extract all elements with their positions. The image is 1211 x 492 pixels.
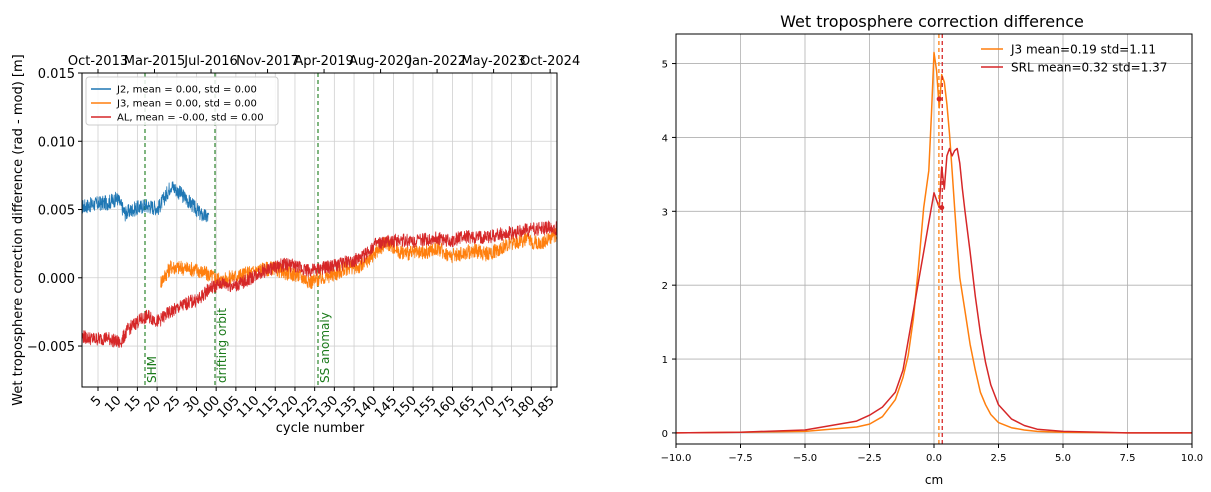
left-top-tick-label: Jan-2022 [407,54,466,69]
right-legend-label: J3 mean=0.19 std=1.11 [1010,43,1156,57]
right-y-tick-label: 0 [662,429,668,440]
left-y-tick-label: −0.005 [27,340,75,355]
left-x-tick-label: 185 [530,393,558,421]
left-series-line [81,181,210,223]
left-top-tick-label: Apr-2019 [294,54,353,69]
left-top-tick-label: Mar-2015 [124,54,185,69]
right-x-tick-label: 7.5 [1120,453,1136,464]
right-x-tick-label: 0.0 [926,453,942,464]
right-y-tick-label: 3 [662,207,668,218]
right-x-tick-label: −10.0 [661,453,692,464]
right-x-tick-label: −5.0 [793,453,817,464]
right-y-tick-label: 1 [662,355,668,366]
right-x-tick-label: −7.5 [728,453,752,464]
left-top-tick-label: Jul-2016 [183,54,237,69]
right-series-lines [675,51,1192,434]
left-y-tick-label: 0.010 [38,135,75,150]
left-x-axis-label: cycle number [276,421,365,436]
right-y-tick-label: 5 [662,60,668,71]
left-y-tick-label: 0.000 [38,272,75,287]
left-chart: SHM drifting orbit SS anomaly 0.015 0.010 0.… [11,54,580,436]
event-label: drifting orbit [215,308,229,383]
left-top-tick-label: Oct-2024 [520,54,580,69]
right-x-tick-label: 10.0 [1181,453,1203,464]
left-top-tick-label: Aug-2020 [349,54,412,69]
left-legend-box [85,76,279,126]
right-ticks: −10.0 −7.5 −5.0 −2.5 0.0 2.5 5.0 7.5 10.0 0 1 2 3 4 5 [661,60,1203,464]
left-top-tick-label: May-2023 [461,54,525,69]
event-label: SS anomaly [318,312,332,383]
right-x-tick-label: 2.5 [991,453,1007,464]
right-chart: Wet troposphere correction difference −1… [661,12,1203,487]
left-legend-label: J3, mean = 0.00, std = 0.00 [116,99,257,110]
right-series-line [675,51,1192,434]
right-legend: J3 mean=0.19 std=1.11 SRL mean=0.32 std=1… [981,43,1167,75]
left-top-tick-label: Oct-2013 [68,54,128,69]
mean-marker [936,96,942,102]
right-y-tick-label: 2 [662,281,668,292]
left-y-tick-label: 0.005 [38,204,75,219]
left-top-tick-label: Nov-2017 [236,54,299,69]
right-x-axis-label: cm [925,473,943,487]
mean-marker [939,205,945,211]
right-y-tick-label: 4 [662,133,668,144]
right-mean-lines [936,34,945,444]
left-y-axis-label: Wet troposphere correction difference (r… [11,54,26,405]
left-event-lines: SHM drifting orbit SS anomaly [144,73,332,387]
right-legend-label: SRL mean=0.32 std=1.37 [1011,61,1167,75]
event-label: SHM [145,356,159,383]
left-legend-label: AL, mean = -0.00, std = 0.00 [117,113,264,124]
right-series-line [675,147,1192,434]
left-legend: J2, mean = 0.00, std = 0.00 J3, mean = 0.… [85,76,279,126]
left-y-tick-label: 0.015 [38,67,75,82]
left-series-line [160,228,558,290]
left-legend-label: J2, mean = 0.00, std = 0.00 [116,85,257,96]
left-series-line [81,220,558,348]
left-plot-border [81,72,558,388]
right-x-tick-label: 5.0 [1055,453,1071,464]
left-x-tick-label: 5 [88,393,104,409]
right-x-tick-label: −2.5 [857,453,881,464]
right-chart-title: Wet troposphere correction difference [780,12,1084,31]
left-series-lines [81,181,558,348]
